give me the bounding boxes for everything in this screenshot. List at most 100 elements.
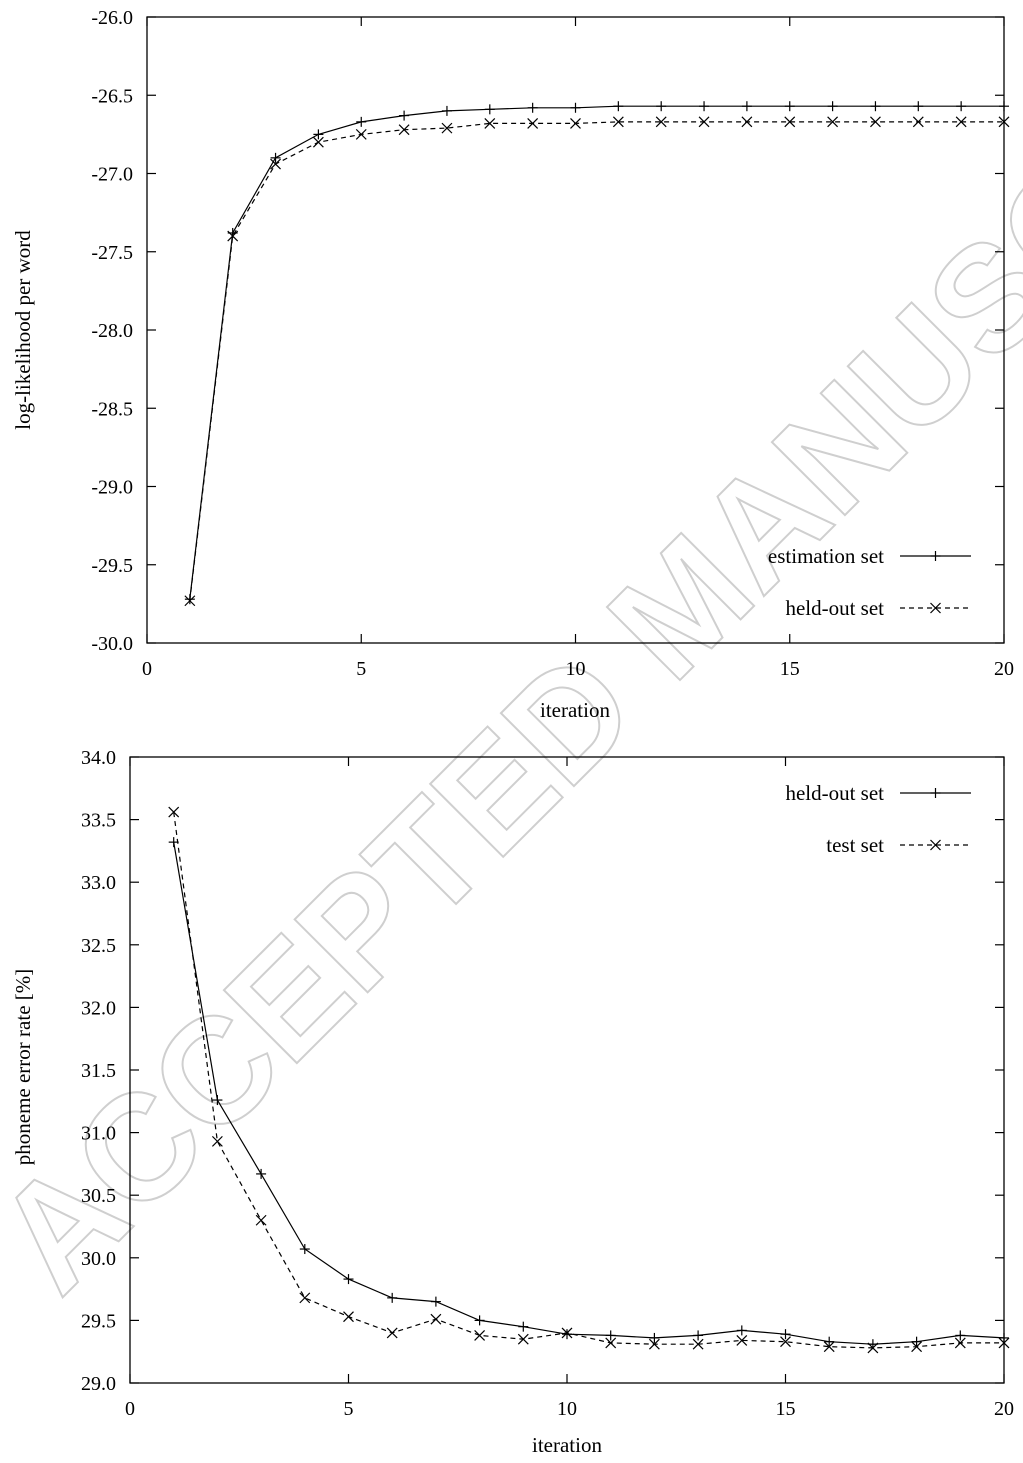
legend: held-out set test set: [785, 781, 971, 857]
y-tick-label: 31.5: [81, 1060, 116, 1082]
data-point-2: [527, 117, 539, 129]
data-point-1: [605, 1330, 616, 1341]
legend-label: held-out set: [785, 596, 884, 620]
data-point-1: [693, 1330, 704, 1341]
y-tick-label: -28.0: [91, 320, 133, 342]
data-point-1: [955, 1330, 966, 1341]
data-point-2: [255, 1214, 267, 1226]
y-axis-label: phoneme error rate [%]: [11, 969, 35, 1165]
data-point-2: [823, 1341, 835, 1353]
y-tick-label: 32.0: [81, 997, 116, 1019]
data-point-1: [168, 837, 179, 848]
data-point-1: [527, 102, 538, 113]
data-point-2: [430, 1313, 442, 1325]
data-point-1: [999, 1332, 1009, 1343]
data-point-1: [956, 101, 967, 112]
x-axis-label: iteration: [540, 698, 610, 722]
data-point-1: [656, 101, 667, 112]
series-group: [168, 806, 1010, 1354]
data-point-1: [441, 105, 452, 116]
data-point-1: [999, 101, 1009, 112]
x-tick-labels: 0 5 10 15 20: [142, 17, 1014, 680]
x-tick-label: 0: [142, 658, 152, 680]
data-point-1: [736, 1325, 747, 1336]
data-point-1: [356, 116, 367, 127]
data-point-1: [343, 1274, 354, 1285]
data-point-2: [955, 116, 967, 128]
y-tick-label: -29.0: [91, 477, 133, 499]
data-point-2: [570, 117, 581, 129]
y-tick-labels: 29.0 29.5 30.0 30.5 31.0 31.5 32.0 32.5 33.0 33.5…: [81, 747, 1004, 1395]
y-tick-label: 32.5: [81, 935, 116, 957]
data-point-1: [827, 101, 838, 112]
data-point-1: [613, 101, 624, 112]
x-tick-label: 15: [776, 1398, 796, 1420]
x-tick-label: 5: [344, 1398, 354, 1420]
data-point-1: [741, 101, 752, 112]
data-point-1: [313, 129, 324, 140]
data-point-2: [312, 136, 324, 148]
y-tick-label: -29.5: [91, 555, 133, 577]
legend-label: held-out set: [785, 781, 884, 805]
data-point-2: [780, 1336, 791, 1348]
data-point-1: [780, 1329, 791, 1340]
y-tick-label: -27.0: [91, 164, 133, 186]
data-point-1: [474, 1315, 485, 1326]
chart-log-likelihood: -30.0 -29.5 -29.0 -28.5 -28.0 -27.5 -27.0 -26.5…: [11, 7, 1014, 722]
data-point-1: [399, 110, 410, 121]
data-point-2: [736, 1335, 748, 1346]
data-point-1: [212, 1095, 223, 1106]
data-point-2: [692, 1338, 704, 1350]
series-group: [184, 101, 1010, 607]
data-point-1: [911, 1336, 922, 1347]
data-point-2: [605, 1337, 617, 1349]
data-point-1: [562, 1329, 572, 1340]
legend-marker: [930, 788, 941, 798]
legend-label: test set: [826, 833, 884, 857]
data-point-2: [998, 116, 1010, 128]
y-tick-label: 34.0: [81, 747, 116, 769]
data-point-2: [270, 158, 281, 170]
y-tick-label: 30.5: [81, 1185, 116, 1207]
x-tick-label: 0: [125, 1398, 135, 1420]
data-point-2: [398, 124, 410, 136]
x-tick-label: 10: [557, 1398, 577, 1420]
y-tick-label: 33.0: [81, 872, 116, 894]
series-line-1: [189, 105, 1004, 600]
data-point-2: [211, 1135, 223, 1147]
legend-label: estimation set: [768, 544, 884, 568]
data-point-1: [913, 101, 924, 112]
y-tick-label: -26.0: [91, 7, 133, 29]
data-point-2: [561, 1327, 573, 1339]
data-point-1: [299, 1244, 310, 1255]
legend-marker: [930, 551, 941, 561]
data-point-2: [474, 1329, 486, 1341]
data-point-1: [570, 102, 581, 113]
y-tick-label: 31.0: [81, 1123, 116, 1145]
y-tick-label: -26.5: [91, 85, 133, 107]
x-axis-label: iteration: [532, 1433, 602, 1457]
data-point-1: [824, 1336, 835, 1347]
data-point-2: [954, 1337, 966, 1349]
data-point-1: [784, 101, 795, 112]
data-point-2: [441, 122, 453, 134]
x-tick-label: 10: [566, 658, 586, 680]
data-point-2: [484, 117, 496, 129]
data-point-1: [518, 1321, 529, 1332]
data-point-2: [870, 116, 881, 128]
data-point-2: [343, 1311, 354, 1323]
x-tick-label: 20: [994, 658, 1014, 680]
x-tick-label: 15: [780, 658, 800, 680]
y-tick-label: 33.5: [81, 810, 116, 832]
y-tick-label: -27.5: [91, 242, 133, 264]
chart-phoneme-error-rate: 29.0 29.5 30.0 30.5 31.0 31.5 32.0 32.5 33.0 33.5…: [11, 747, 1014, 1457]
data-point-1: [649, 1332, 660, 1343]
series-line-1: [173, 841, 1005, 1345]
x-tick-label: 20: [994, 1398, 1014, 1420]
data-point-1: [484, 104, 495, 115]
y-tick-label: -30.0: [91, 633, 133, 655]
data-point-1: [387, 1292, 398, 1303]
data-point-2: [355, 128, 367, 140]
y-tick-label: 30.0: [81, 1248, 116, 1270]
